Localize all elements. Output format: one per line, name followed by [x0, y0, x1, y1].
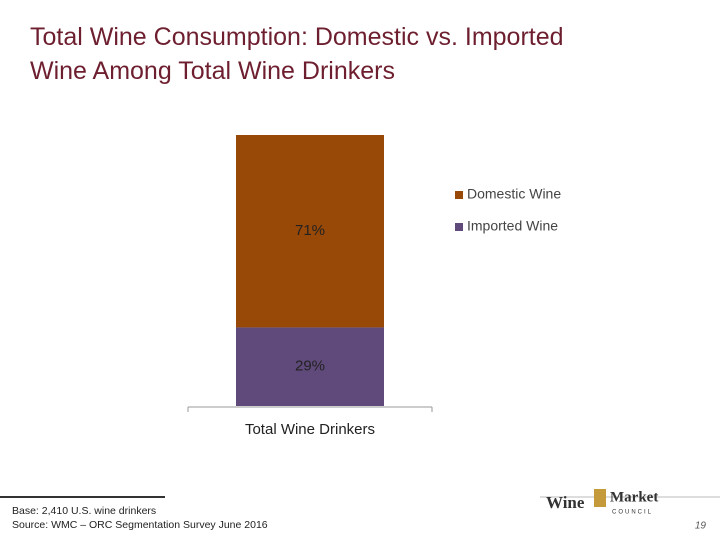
value-label: 29%	[295, 358, 325, 375]
legend-label: Imported Wine	[467, 218, 558, 234]
bar-segment	[236, 327, 384, 406]
logo-council: COUNCIL	[612, 510, 653, 516]
footer-source: Source: WMC – ORC Segmentation Survey Ju…	[12, 519, 268, 531]
legend-label: Domestic Wine	[467, 186, 561, 202]
chart-title: Total Wine Consumption: Domestic vs. Imp…	[30, 23, 571, 85]
value-label: 71%	[295, 222, 325, 239]
footer-base: Base: 2,410 U.S. wine drinkers	[12, 505, 156, 517]
legend-swatch	[455, 223, 463, 231]
x-tick-label: Total Wine Drinkers	[245, 421, 375, 438]
logo-market: Market	[610, 489, 658, 505]
title-line: Wine Among Total Wine Drinkers	[30, 57, 395, 85]
page-number: 19	[695, 521, 707, 532]
logo-icon	[594, 489, 606, 507]
legend-swatch	[455, 191, 463, 199]
logo-word: Wine	[546, 493, 585, 512]
title-line: Total Wine Consumption: Domestic vs. Imp…	[30, 23, 564, 51]
bar-segment	[236, 135, 384, 328]
